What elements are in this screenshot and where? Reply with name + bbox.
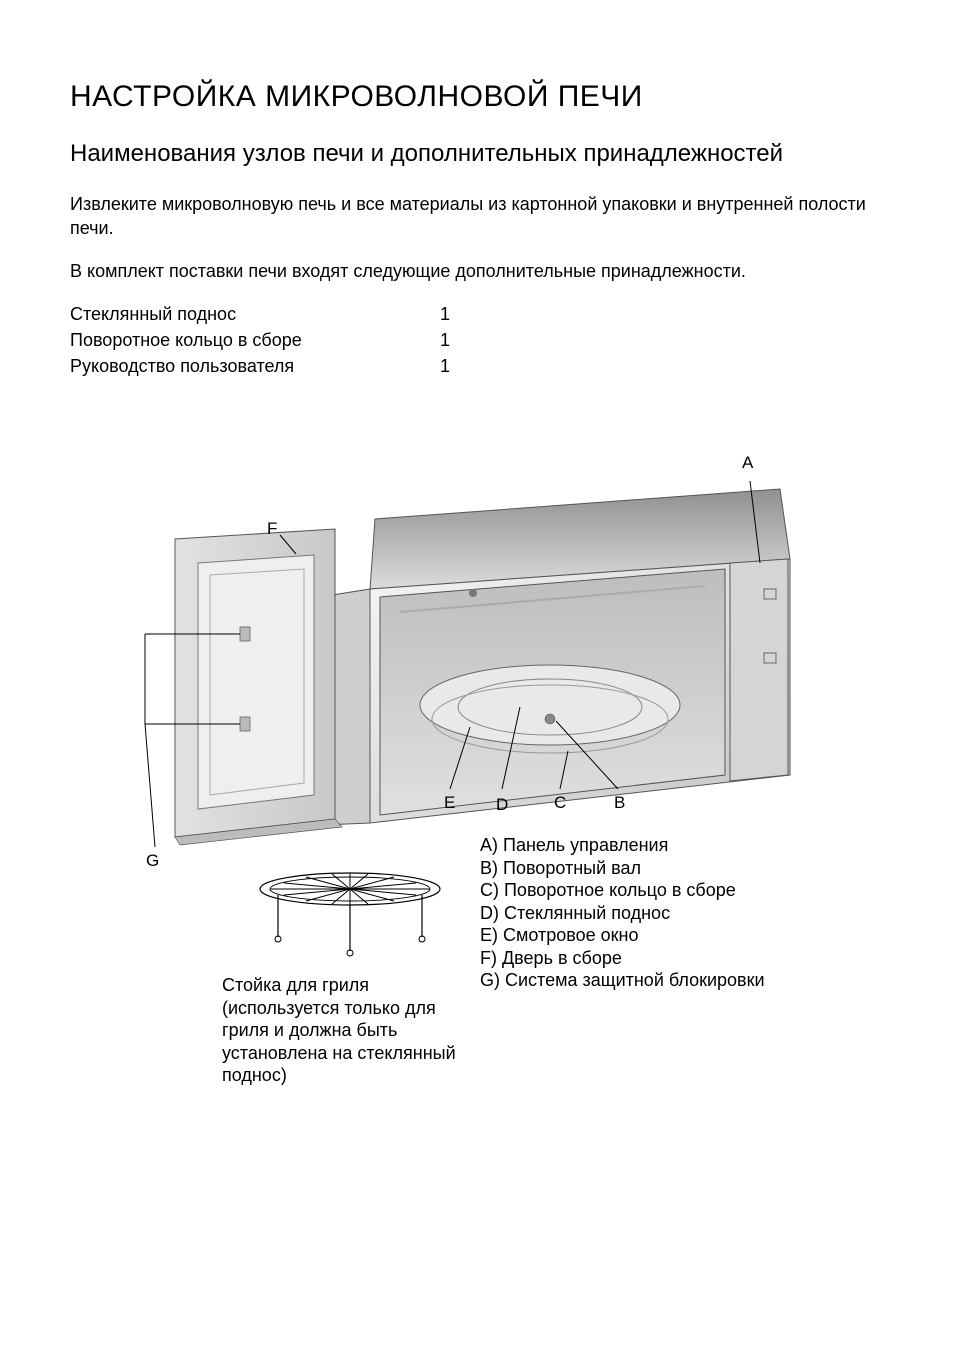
microwave-diagram: A F G E D C B A) Панель управления B) По…	[70, 419, 884, 1119]
diagram-letter-f: F	[267, 519, 277, 539]
intro-paragraph-2: В комплект поставки печи входят следующи…	[70, 259, 884, 283]
page-subtitle: Наименования узлов печи и дополнительных…	[70, 140, 884, 168]
diagram-letter-e: E	[444, 793, 455, 813]
item-qty: 1	[440, 353, 480, 379]
item-name: Поворотное кольцо в сборе	[70, 327, 440, 353]
item-qty: 1	[440, 327, 480, 353]
item-name: Руководство пользователя	[70, 353, 440, 379]
diagram-letter-c: C	[554, 793, 566, 813]
grill-rack-note: Стойка для гриля (используется только дл…	[222, 974, 482, 1087]
diagram-letter-a: A	[742, 453, 753, 473]
list-item: Поворотное кольцо в сборе 1	[70, 327, 884, 353]
diagram-letter-b: B	[614, 793, 625, 813]
diagram-letter-g: G	[146, 851, 159, 871]
list-item: Руководство пользователя 1	[70, 353, 884, 379]
legend-item: A) Панель управления	[480, 834, 765, 857]
legend-item: D) Стеклянный поднос	[480, 902, 765, 925]
list-item: Стеклянный поднос 1	[70, 301, 884, 327]
intro-paragraph-1: Извлеките микроволновую печь и все матер…	[70, 192, 884, 241]
accessories-list: Стеклянный поднос 1 Поворотное кольцо в …	[70, 301, 884, 379]
item-qty: 1	[440, 301, 480, 327]
legend-item: G) Система защитной блокировки	[480, 969, 765, 992]
legend-item: F) Дверь в сборе	[480, 947, 765, 970]
legend-item: B) Поворотный вал	[480, 857, 765, 880]
legend-item: C) Поворотное кольцо в сборе	[480, 879, 765, 902]
legend-item: E) Смотровое окно	[480, 924, 765, 947]
diagram-legend: A) Панель управления B) Поворотный вал C…	[480, 834, 765, 992]
item-name: Стеклянный поднос	[70, 301, 440, 327]
diagram-letter-d: D	[496, 795, 508, 815]
page-title: НАСТРОЙКА МИКРОВОЛНОВОЙ ПЕЧИ	[70, 80, 884, 114]
